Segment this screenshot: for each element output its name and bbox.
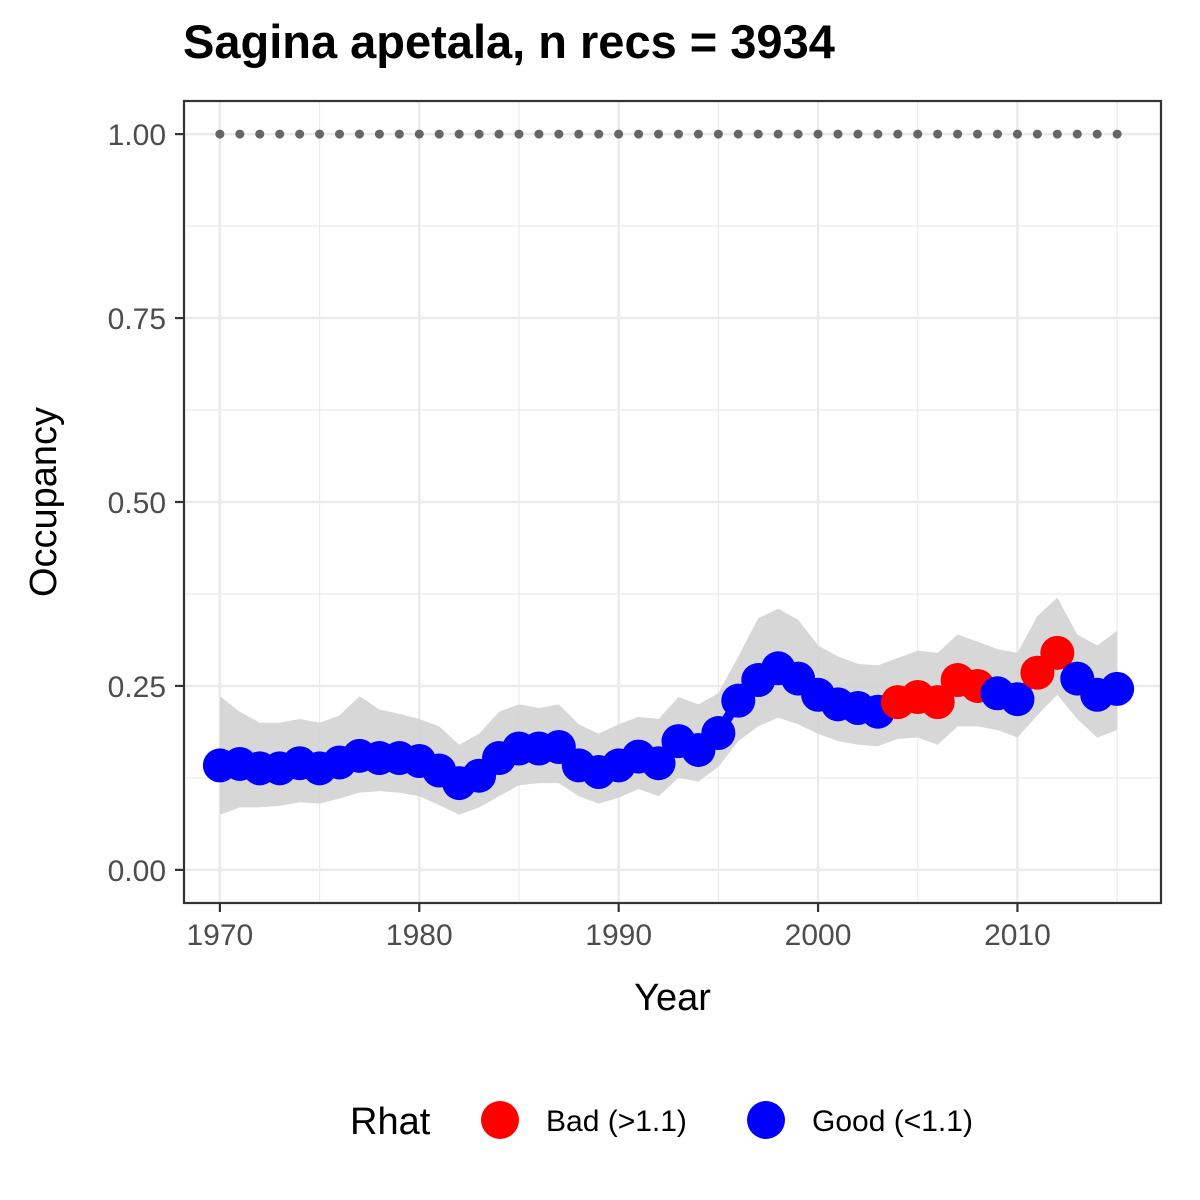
data-point-2006 [920,685,955,720]
legend-key-bad [481,1101,519,1139]
reference-dot [713,129,723,139]
reference-dot [733,129,743,139]
legend: Rhat Bad (>1.1) Good (<1.1) [350,1101,973,1143]
reference-dot [1072,129,1082,139]
reference-dot [574,129,584,139]
reference-dot [873,129,883,139]
reference-dot [295,129,305,139]
reference-dot [853,129,863,139]
reference-dot [893,129,903,139]
reference-dot [494,129,504,139]
reference-dot [833,129,843,139]
reference-line [215,129,1122,139]
x-tick-label: 1990 [585,919,652,952]
reference-dot [933,129,943,139]
legend-label-bad: Bad (>1.1) [546,1105,687,1138]
data-point-2010 [1000,682,1035,717]
chart-title: Sagina apetala, n recs = 3934 [183,15,835,68]
reference-dot [275,129,285,139]
reference-dot [753,129,763,139]
data-points [202,635,1135,801]
y-tick-label: 1.00 [108,119,166,152]
reference-dot [255,129,265,139]
legend-label-good: Good (<1.1) [812,1105,973,1138]
reference-dot [1052,129,1062,139]
reference-dot [654,129,664,139]
reference-dot [614,129,624,139]
x-tick-label: 2000 [785,919,852,952]
reference-dot [693,129,703,139]
reference-dot [414,129,424,139]
axis-ticks: 1970 1980 1990 2000 2010 0.00 0.25 0.50 0.75 1.00 [108,119,1051,952]
y-tick-label: 0.00 [108,855,166,888]
credible-interval-ribbon [219,597,1118,815]
reference-dot [474,129,484,139]
reference-dot [315,129,325,139]
x-tick-label: 2010 [984,919,1051,952]
reference-dot [953,129,963,139]
reference-dot [813,129,823,139]
data-point-1995 [701,716,736,751]
reference-dot [993,129,1003,139]
reference-dot [454,129,464,139]
reference-dot [354,129,364,139]
legend-key-good [747,1101,785,1139]
reference-dot [594,129,604,139]
x-tick-label: 1970 [187,919,254,952]
reference-dot [1092,129,1102,139]
reference-dot [215,129,225,139]
reference-dot [773,129,783,139]
reference-dot [913,129,923,139]
reference-dot [1012,129,1022,139]
data-point-2012 [1040,635,1075,670]
ci-ribbon [219,597,1118,815]
reference-dot [335,129,345,139]
reference-dot [1112,129,1122,139]
reference-dot [394,129,404,139]
reference-dot [235,129,245,139]
reference-dot [673,129,683,139]
reference-dot [534,129,544,139]
x-axis-title: Year [634,977,711,1019]
y-tick-label: 0.25 [108,671,166,704]
reference-dot [973,129,983,139]
data-point-1992 [641,746,676,781]
reference-dot [514,129,524,139]
reference-dot [554,129,564,139]
reference-dot [374,129,384,139]
y-tick-label: 0.75 [108,303,166,336]
x-tick-label: 1980 [386,919,453,952]
reference-dot [1032,129,1042,139]
legend-title: Rhat [350,1101,431,1143]
y-tick-label: 0.50 [108,487,166,520]
reference-dot [634,129,644,139]
data-point-2015 [1100,671,1135,706]
reference-dot [793,129,803,139]
y-axis-title: Occupancy [23,407,65,597]
reference-dot [434,129,444,139]
